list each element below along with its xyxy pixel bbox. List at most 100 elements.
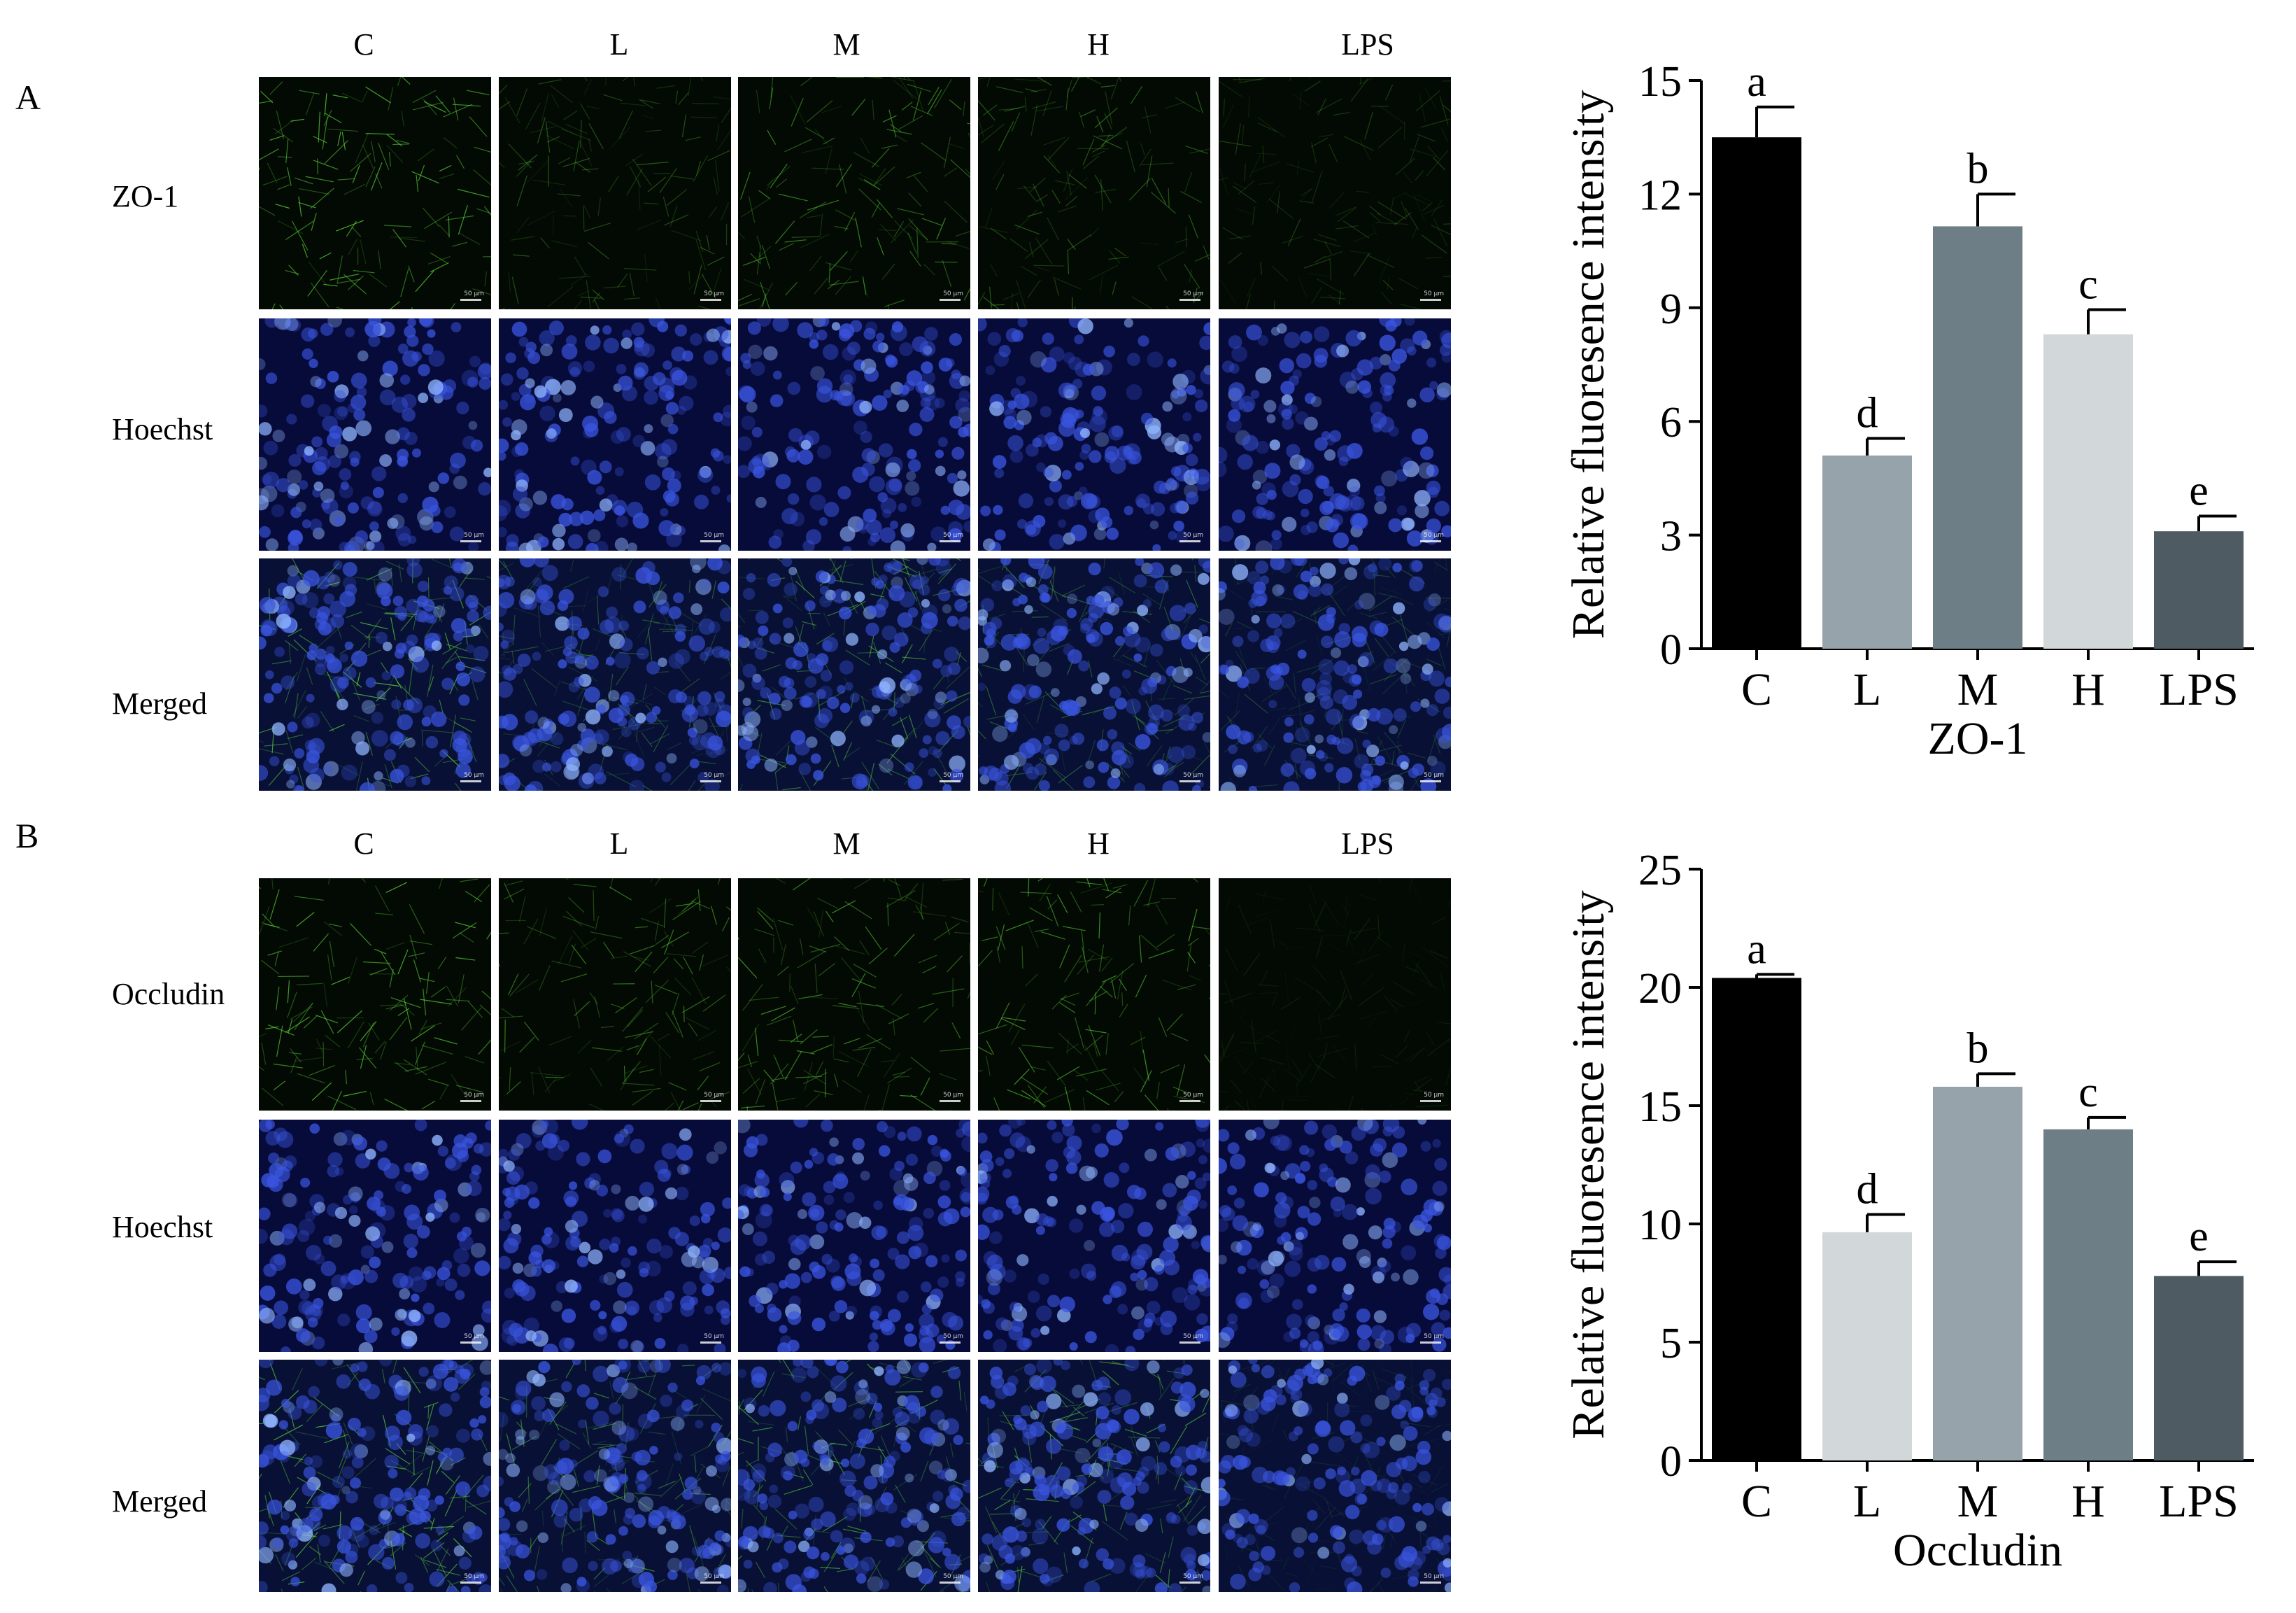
scale-bar: [700, 540, 721, 542]
zo1-y-axis-label: Relative fluoresence intensity: [1563, 90, 1614, 639]
scale-bar: [940, 780, 961, 782]
scale-bar-label: 50 μm: [1183, 1573, 1203, 1580]
scale-bar-label: 50 μm: [1424, 1573, 1444, 1580]
micrograph-zo-1-c: 50 μm: [259, 77, 491, 309]
scale-bar: [460, 1341, 481, 1344]
scale-bar: [460, 540, 481, 542]
micrograph-hoechst-m: 50 μm: [738, 1120, 970, 1352]
scale-bar-label: 50 μm: [464, 1333, 484, 1340]
panel-a-col-h: H: [1087, 27, 1110, 62]
occludin-y-tick-label: 20: [1638, 965, 1682, 1013]
zo1-x-tick-label: H: [2071, 664, 2105, 715]
panel-a-col-lps: LPS: [1341, 27, 1394, 62]
occludin-x-tick-label: C: [1741, 1476, 1772, 1527]
scale-bar: [940, 1341, 961, 1344]
scale-bar: [940, 1582, 961, 1584]
micrograph-occludin-h: 50 μm: [978, 878, 1210, 1111]
occludin-bar-h: [2043, 1129, 2133, 1460]
micrograph-zo-1-l: 50 μm: [499, 77, 731, 309]
scale-bar-label: 50 μm: [1424, 1333, 1444, 1340]
zo1-y-tick-label: 12: [1638, 171, 1682, 219]
zo1-bar-chart: 0 3 6 9 12 15 Relative fluoresence intensity a C…: [1563, 58, 2254, 764]
panel-b-col-lps: LPS: [1341, 826, 1394, 861]
micrograph-merged-l: 50 μm: [499, 558, 731, 791]
scale-bar: [460, 299, 481, 301]
scale-bar-label: 50 μm: [464, 532, 484, 539]
scale-bar: [940, 299, 961, 301]
occludin-y-tick-label: 15: [1638, 1083, 1682, 1131]
scale-bar: [940, 540, 961, 542]
zo1-x-axis-label: ZO-1: [1928, 713, 2028, 764]
panel-b-row-merged: Merged: [112, 1484, 208, 1519]
panel-b-col-h: H: [1087, 826, 1110, 861]
panel-b-col-l: L: [609, 826, 629, 861]
scale-bar-label: 50 μm: [943, 772, 963, 779]
scale-bar: [1179, 299, 1200, 301]
scale-bar: [700, 780, 721, 782]
occludin-y-tick-label: 0: [1660, 1438, 1682, 1486]
occludin-x-tick-label: M: [1957, 1476, 1999, 1527]
scale-bar: [1179, 1341, 1200, 1344]
micrograph-occludin-lps: 50 μm: [1219, 878, 1451, 1111]
occludin-significance-letter: e: [2189, 1213, 2209, 1260]
micrograph-occludin-l: 50 μm: [499, 878, 731, 1111]
occludin-x-tick-label: L: [1853, 1476, 1881, 1527]
zo1-significance-letter: c: [2078, 261, 2098, 309]
zo1-significance-letter: e: [2189, 467, 2209, 515]
panel-b-letter: B: [15, 816, 39, 855]
panel-a-col-m: M: [832, 27, 860, 62]
zo1-y-tick-label: 3: [1660, 513, 1682, 561]
micrograph-hoechst-c: 50 μm: [259, 318, 491, 551]
micrograph-hoechst-lps: 50 μm: [1219, 1120, 1451, 1352]
micrograph-merged-c: 50 μm: [259, 558, 491, 791]
scale-bar-label: 50 μm: [1424, 532, 1444, 539]
panel-b-row-hoechst: Hoechst: [112, 1210, 213, 1244]
scale-bar-label: 50 μm: [464, 772, 484, 779]
micrograph-hoechst-h: 50 μm: [978, 1120, 1210, 1352]
occludin-y-axis-label: Relative fluoresence intensity: [1563, 890, 1614, 1439]
panel-a-row-merged: Merged: [112, 686, 208, 721]
zo1-y-tick-label: 9: [1660, 286, 1682, 333]
scale-bar-label: 50 μm: [1183, 772, 1203, 779]
zo1-significance-letter: a: [1747, 58, 1766, 106]
micrograph-merged-lps: 50 μm: [1219, 1360, 1451, 1592]
scale-bar: [700, 1100, 721, 1102]
occludin-x-tick-label: LPS: [2159, 1476, 2239, 1527]
occludin-bar-l: [1822, 1232, 1912, 1460]
occludin-y-tick-label: 5: [1660, 1320, 1682, 1367]
micrograph-occludin-m: 50 μm: [738, 878, 970, 1111]
panel-b-col-m: M: [832, 826, 860, 861]
occludin-bar-lps: [2154, 1276, 2244, 1460]
micrograph-zo-1-m: 50 μm: [738, 77, 970, 309]
scale-bar-label: 50 μm: [704, 290, 724, 297]
scale-bar-label: 50 μm: [464, 1573, 484, 1580]
scale-bar-label: 50 μm: [943, 290, 963, 297]
occludin-significance-letter: c: [2078, 1069, 2098, 1116]
scale-bar-label: 50 μm: [704, 1333, 724, 1340]
zo1-x-tick-label: LPS: [2159, 664, 2239, 715]
scale-bar: [1420, 1341, 1441, 1344]
scale-bar: [1179, 1100, 1200, 1102]
zo1-x-tick-label: M: [1957, 664, 1999, 715]
micrograph-merged-lps: 50 μm: [1219, 558, 1451, 791]
micrograph-hoechst-l: 50 μm: [499, 1120, 731, 1352]
scale-bar: [1420, 1582, 1441, 1584]
scale-bar: [940, 1100, 961, 1102]
micrograph-merged-h: 50 μm: [978, 1360, 1210, 1592]
scale-bar: [460, 1582, 481, 1584]
occludin-y-tick-label: 10: [1638, 1202, 1682, 1249]
micrograph-hoechst-l: 50 μm: [499, 318, 731, 551]
micrograph-hoechst-m: 50 μm: [738, 318, 970, 551]
zo1-significance-letter: b: [1967, 145, 1989, 192]
micrograph-merged-l: 50 μm: [499, 1360, 731, 1592]
scale-bar-label: 50 μm: [943, 532, 963, 539]
micrograph-occludin-c: 50 μm: [259, 878, 491, 1111]
scale-bar-label: 50 μm: [704, 1573, 724, 1580]
scale-bar: [460, 1100, 481, 1102]
scale-bar-label: 50 μm: [704, 1092, 724, 1099]
scale-bar-label: 50 μm: [943, 1573, 963, 1580]
scale-bar: [1179, 780, 1200, 782]
micrograph-merged-m: 50 μm: [738, 558, 970, 791]
panel-a-letter: A: [15, 78, 41, 117]
scale-bar-label: 50 μm: [943, 1092, 963, 1099]
